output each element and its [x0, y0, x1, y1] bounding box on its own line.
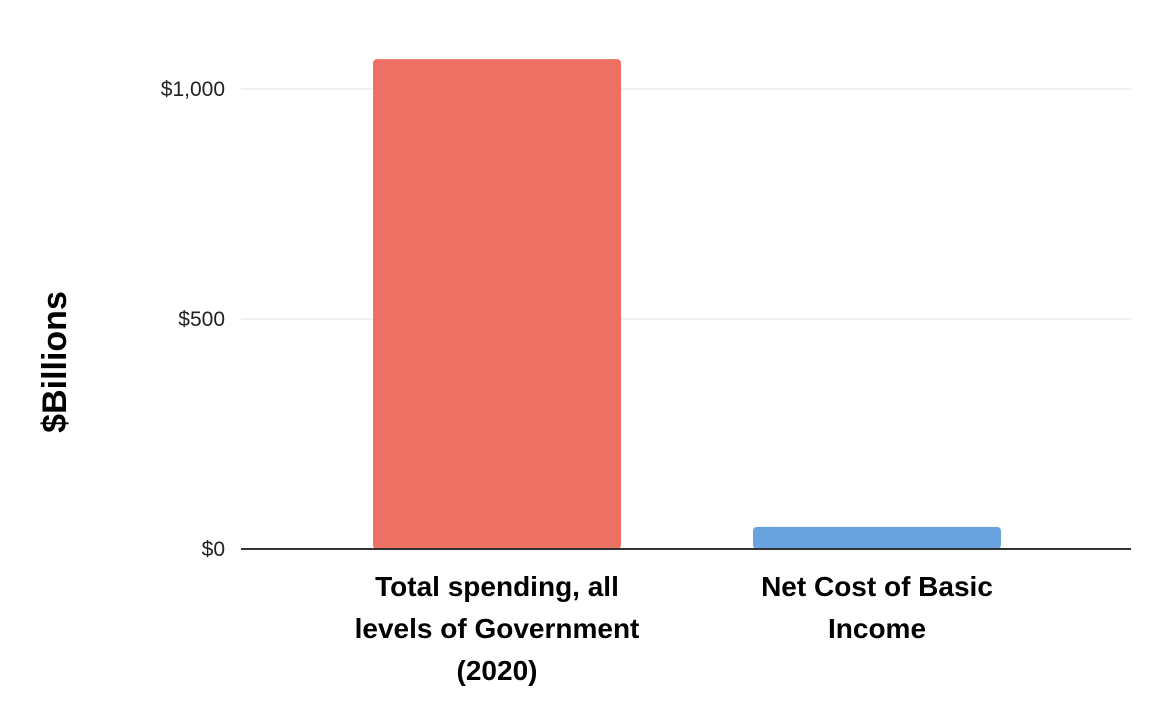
x-tick-label-line: Income — [828, 613, 926, 644]
y-tick-label: $0 — [202, 538, 225, 561]
x-tick-label: Total spending, all levels of Government (… — [355, 571, 640, 686]
x-tick-label-line: Net Cost of Basic — [761, 571, 993, 602]
x-axis-ticks: Total spending, all levels of Government (… — [355, 571, 993, 686]
bar — [753, 526, 1001, 549]
x-tick-label-line: (2020) — [457, 655, 538, 686]
y-axis-ticks: $0 $500 $1,000 — [161, 78, 225, 561]
x-tick-label-line: Total spending, all — [375, 571, 619, 602]
y-tick-label: $500 — [178, 308, 225, 331]
y-axis-label: $Billions — [36, 291, 74, 433]
bars — [241, 59, 1131, 550]
y-tick-label: $1,000 — [161, 78, 225, 101]
x-tick-label-line: levels of Government — [355, 613, 640, 644]
x-tick-label: Net Cost of Basic Income — [761, 571, 993, 644]
bar — [373, 59, 621, 549]
